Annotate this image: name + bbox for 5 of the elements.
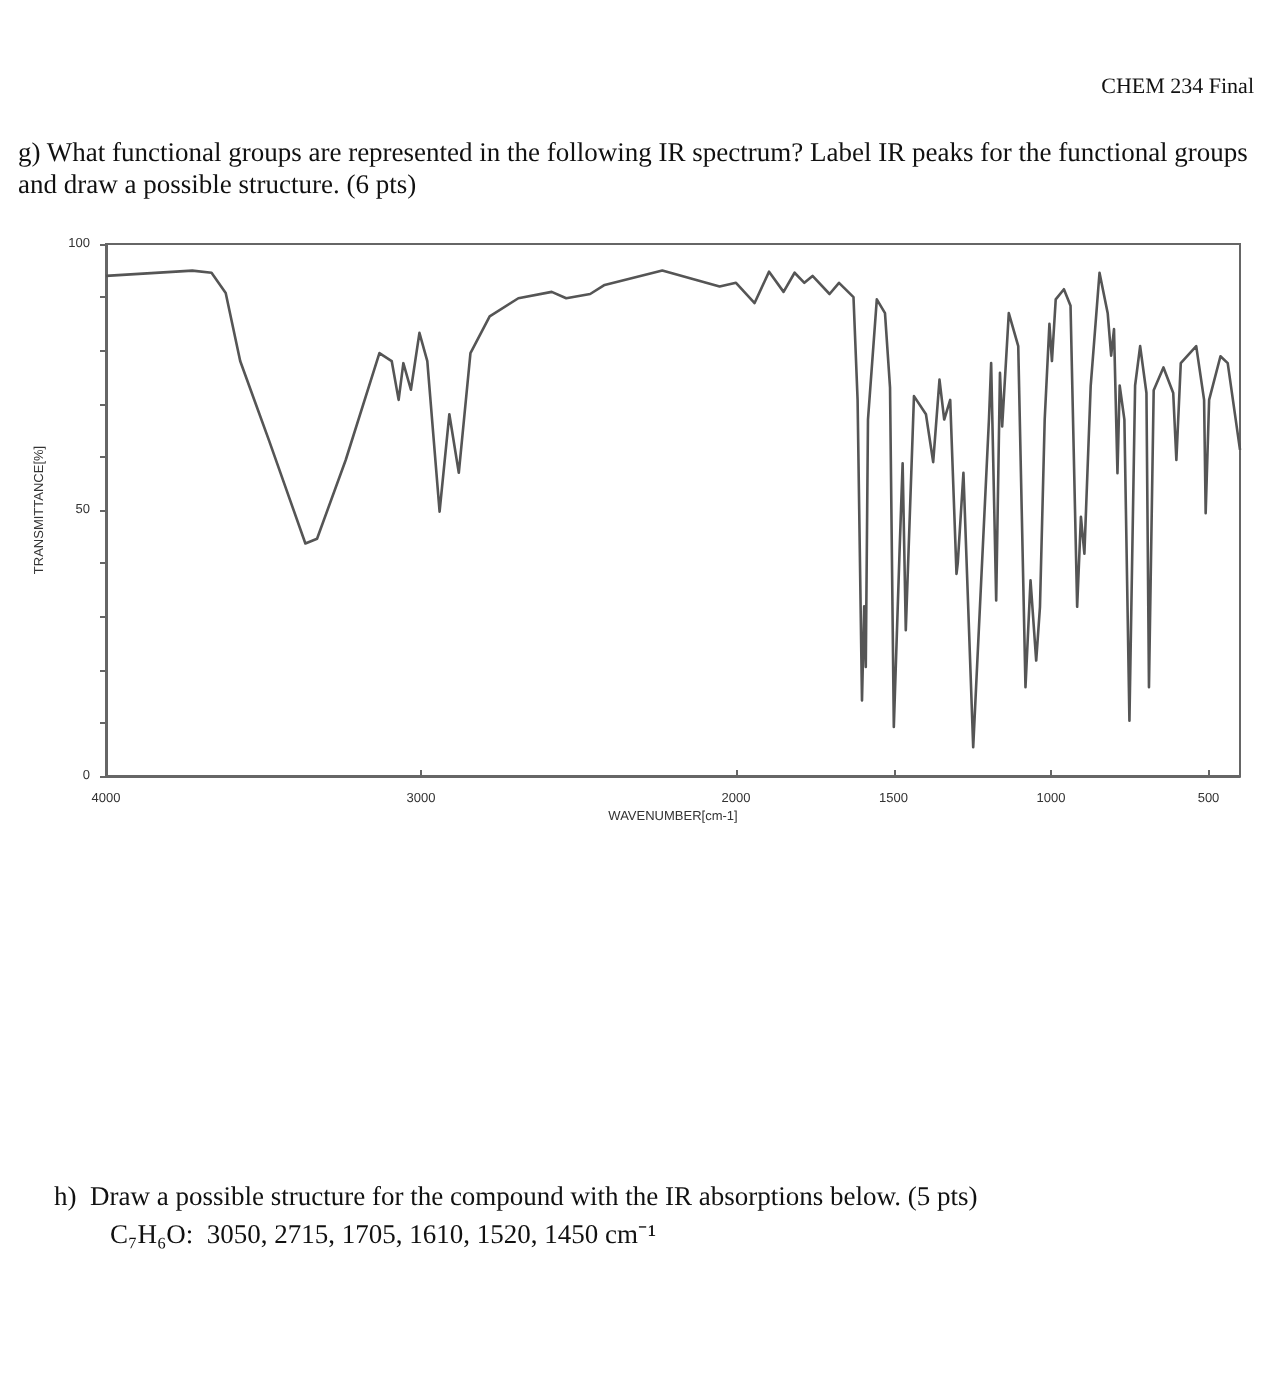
text: C₇H₆O: 3050, 2715, 1705, 1610, 1520, 1450 cm⁻¹ xyxy=(110,1219,657,1249)
text: h) Draw a possible structure for the compound with the IR absorptions below. (5 pts) xyxy=(54,1181,978,1211)
chart-title: g) What functional groups are represented in the following IR spectrum? Label IR peaks for the functional groups and draw a possible structure. (6 pts) xyxy=(18,137,1255,199)
line-series xyxy=(104,269,1242,749)
text: CHEM 234 Final xyxy=(1101,75,1255,99)
